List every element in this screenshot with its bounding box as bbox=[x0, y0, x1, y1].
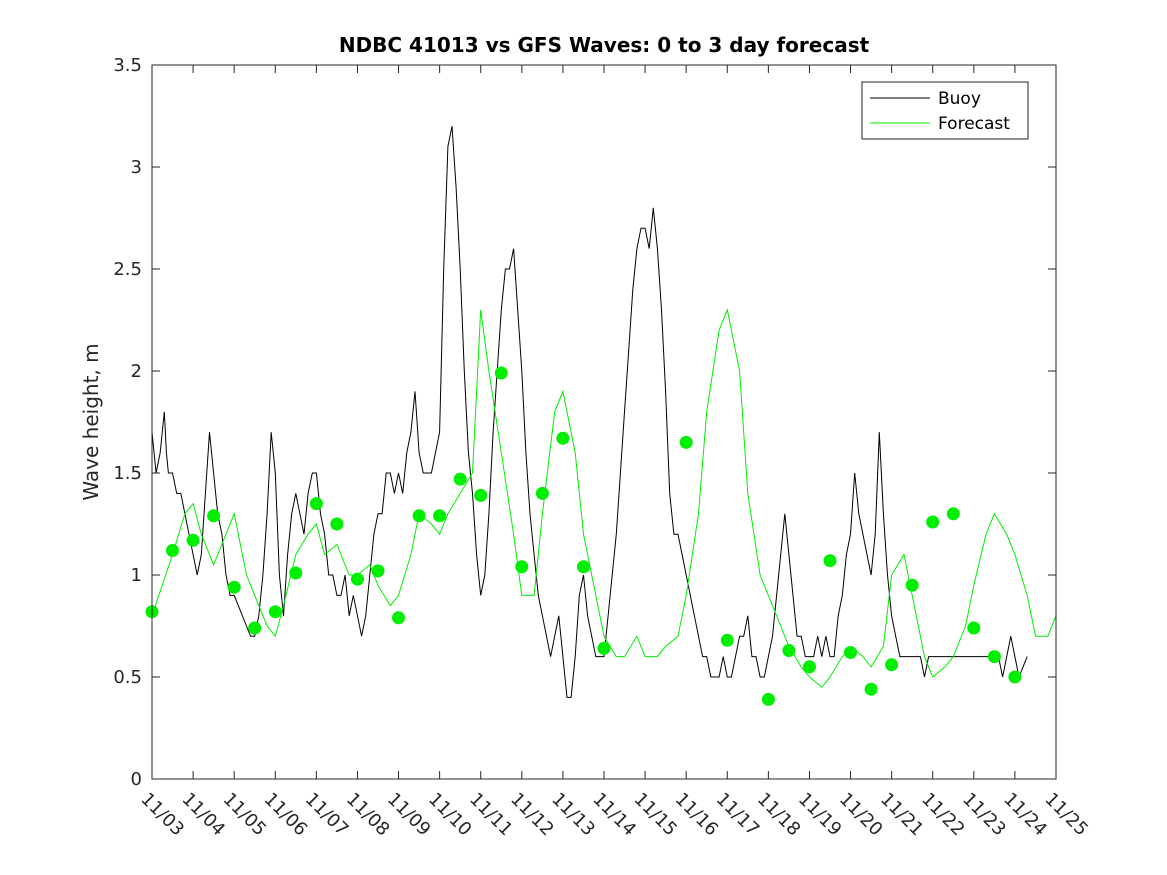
analysis-point bbox=[392, 611, 405, 625]
analysis-point bbox=[535, 486, 549, 500]
analysis-point bbox=[987, 650, 1001, 664]
analysis-point bbox=[351, 572, 364, 586]
analysis-point bbox=[926, 515, 940, 529]
analysis-point bbox=[309, 497, 323, 511]
analysis-point bbox=[268, 605, 282, 619]
legend-box bbox=[861, 81, 1029, 140]
analysis-point bbox=[885, 658, 899, 672]
y-tick-label: 2.5 bbox=[113, 259, 142, 280]
analysis-point bbox=[720, 633, 734, 647]
analysis-point bbox=[905, 578, 919, 592]
analysis-point bbox=[823, 554, 837, 568]
analysis-point bbox=[1008, 670, 1022, 684]
analysis-point bbox=[166, 544, 179, 557]
analysis-point bbox=[330, 517, 344, 531]
analysis-point bbox=[371, 564, 385, 578]
analysis-point bbox=[412, 509, 426, 523]
y-tick-label: 1 bbox=[131, 565, 142, 586]
y-axis-label: Wave height, m bbox=[79, 343, 103, 500]
analysis-point bbox=[186, 533, 200, 547]
analysis-point bbox=[474, 488, 488, 502]
chart-title: NDBC 41013 vs GFS Waves: 0 to 3 day fore… bbox=[339, 33, 870, 57]
analysis-point bbox=[289, 566, 303, 580]
series-line-buoy bbox=[151, 126, 1028, 698]
analysis-point bbox=[946, 507, 960, 521]
analysis-point bbox=[453, 472, 467, 486]
y-tick-label: 3 bbox=[131, 157, 142, 178]
analysis-point bbox=[515, 560, 529, 574]
analysis-point bbox=[761, 692, 775, 706]
analysis-point bbox=[494, 366, 508, 380]
analysis-point bbox=[207, 509, 221, 523]
y-tick-label: 0.5 bbox=[113, 667, 142, 688]
y-tick-label: 3.5 bbox=[113, 55, 142, 76]
analysis-point bbox=[227, 580, 241, 594]
legend: Buoy Forecast bbox=[861, 81, 1029, 140]
y-tick-label: 2 bbox=[131, 361, 142, 382]
analysis-point bbox=[597, 641, 611, 655]
legend-forecast-label: Forecast bbox=[938, 114, 1010, 134]
analysis-point bbox=[433, 509, 447, 523]
analysis-point bbox=[577, 560, 590, 574]
analysis-point bbox=[782, 644, 796, 657]
analysis-point bbox=[864, 682, 878, 696]
y-tick-label: 1.5 bbox=[113, 463, 142, 484]
y-tick-label: 0 bbox=[131, 769, 142, 790]
analysis-point bbox=[248, 621, 262, 635]
analysis-point bbox=[556, 431, 570, 445]
legend-buoy-label: Buoy bbox=[938, 89, 981, 109]
analysis-point bbox=[844, 646, 857, 659]
analysis-point bbox=[679, 435, 693, 449]
analysis-point bbox=[967, 621, 981, 635]
analysis-point bbox=[803, 660, 816, 674]
